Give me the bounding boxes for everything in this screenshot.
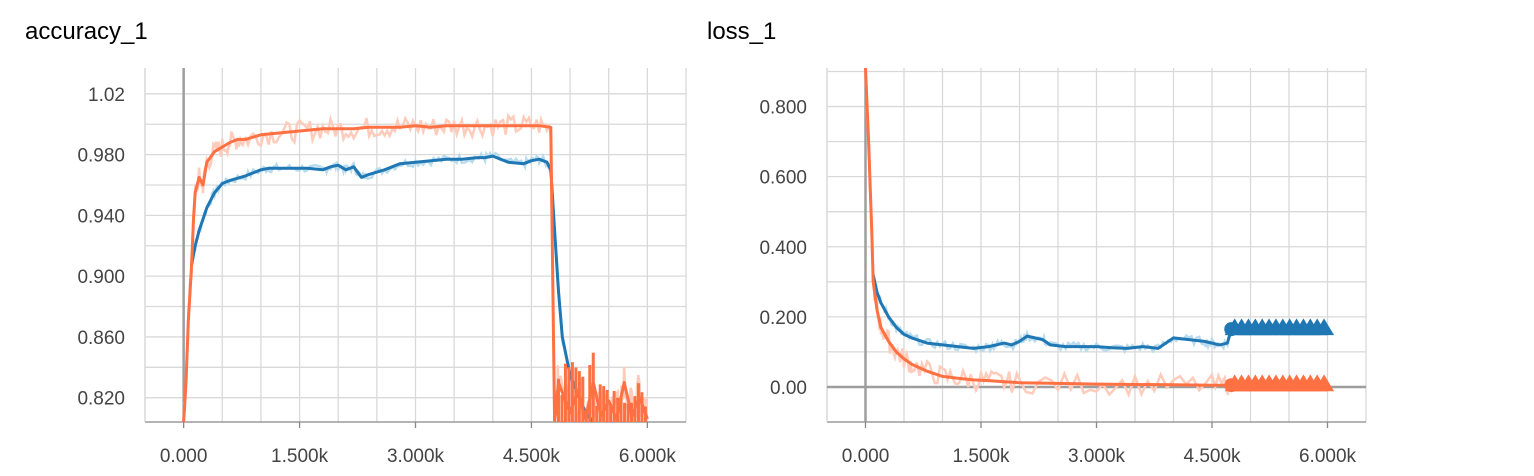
series-orange-line (864, 68, 1232, 387)
x-tick-label: 4.500k (1183, 446, 1241, 467)
orange-spikes (556, 352, 647, 422)
y-tick-label: 0.900 (77, 267, 125, 288)
y-tick-label: 0.00 (770, 378, 807, 399)
marker-band (1231, 383, 1328, 392)
series-orange-markers (1224, 374, 1335, 393)
y-tick-label: 0.940 (77, 206, 125, 227)
y-tick-label: 0.400 (759, 238, 807, 259)
x-tick-label: 0.000 (160, 446, 208, 467)
x-tick-label: 6.000k (1299, 446, 1357, 467)
chart-1: 0.000 1.500k 3.000k 4.500k 6.000k 0.00 0.200 0.… (759, 68, 1367, 467)
x-tick-label: 1.500k (952, 446, 1010, 467)
gridlines (144, 68, 687, 422)
x-tick-label: 3.000k (387, 446, 445, 467)
y-tick-label: 1.02 (88, 85, 125, 106)
chart-0: 0.000 1.500k 3.000k 4.500k 6.000k 0.820 0.860 0… (77, 68, 687, 467)
y-tick-label: 0.860 (77, 328, 125, 349)
y-tick-label: 0.980 (77, 146, 125, 167)
loss-chart-title: loss_1 (707, 18, 777, 45)
series-orange-line (182, 124, 649, 422)
series-blue-line (189, 154, 595, 422)
x-tick-label: 0.000 (842, 446, 890, 467)
accuracy-chart-title: accuracy_1 (25, 18, 148, 45)
y-tick-label: 0.800 (759, 98, 807, 119)
series-blue-line (871, 274, 1233, 350)
plot-area (182, 112, 649, 422)
x-tick-label: 4.500k (503, 446, 561, 467)
x-tick-label: 3.000k (1068, 446, 1126, 467)
plot-area (864, 68, 1233, 398)
y-tick-label: 0.600 (759, 168, 807, 189)
y-tick-label: 0.820 (77, 389, 125, 410)
series-blue-markers (1224, 318, 1335, 337)
x-tick-label: 6.000k (619, 446, 677, 467)
x-tick-label: 1.500k (271, 446, 329, 467)
y-tick-label: 0.200 (759, 308, 807, 329)
marker-band (1231, 327, 1328, 336)
